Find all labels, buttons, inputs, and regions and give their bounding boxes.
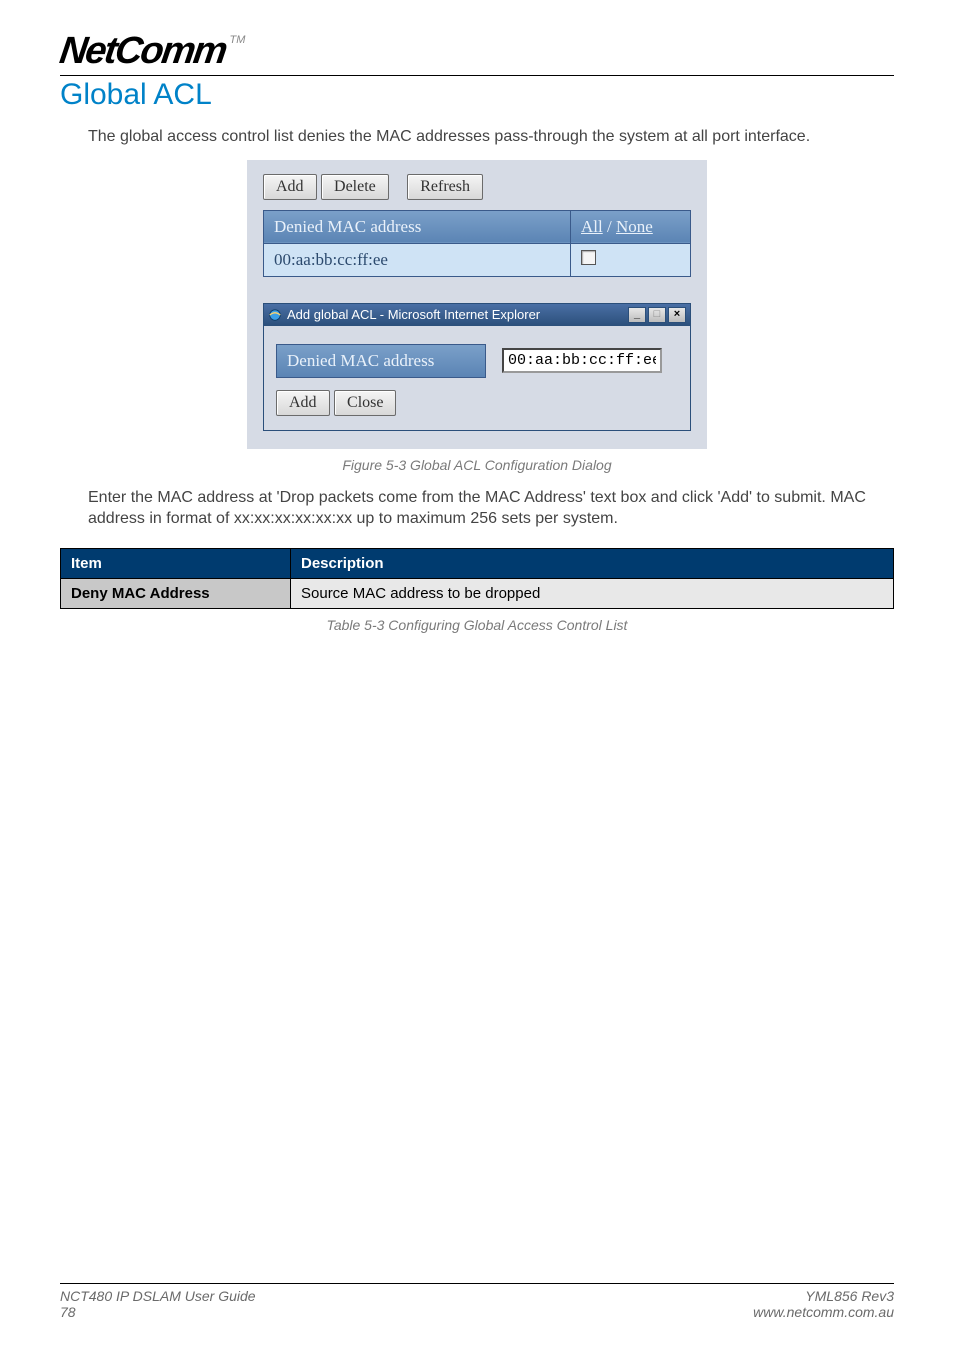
ie-icon bbox=[268, 308, 282, 322]
th-description: Description bbox=[291, 548, 894, 578]
figure-caption: Figure 5-3 Global ACL Configuration Dial… bbox=[60, 457, 894, 473]
link-none[interactable]: None bbox=[616, 217, 653, 236]
trademark: TM bbox=[229, 34, 245, 46]
row-checkbox[interactable] bbox=[581, 250, 596, 265]
refresh-button[interactable]: Refresh bbox=[407, 174, 483, 200]
post-text: Enter the MAC address at 'Drop packets c… bbox=[88, 487, 894, 530]
footer-guide-title: NCT480 IP DSLAM User Guide bbox=[60, 1288, 256, 1304]
footer-revision: YML856 Rev3 bbox=[753, 1288, 894, 1304]
dialog-title: Add global ACL - Microsoft Internet Expl… bbox=[287, 307, 540, 322]
dialog-add-button[interactable]: Add bbox=[276, 390, 330, 416]
brand-logo: NetComm bbox=[57, 30, 229, 73]
minimize-button[interactable]: _ bbox=[628, 307, 646, 323]
mac-input[interactable] bbox=[502, 348, 662, 373]
toolbar: Add Delete Refresh bbox=[263, 174, 691, 200]
dialog-label: Denied MAC address bbox=[276, 344, 486, 378]
acl-table: Denied MAC address All / None 00:aa:bb:c… bbox=[263, 210, 691, 277]
footer-page-number: 78 bbox=[60, 1304, 256, 1320]
table-caption: Table 5-3 Configuring Global Access Cont… bbox=[60, 617, 894, 633]
section-title: Global ACL bbox=[60, 78, 894, 112]
td-item: Deny MAC Address bbox=[61, 578, 291, 608]
th-all-none: All / None bbox=[571, 210, 691, 243]
th-denied-mac: Denied MAC address bbox=[264, 210, 571, 243]
delete-button[interactable]: Delete bbox=[321, 174, 389, 200]
mac-cell: 00:aa:bb:cc:ff:ee bbox=[264, 243, 571, 276]
link-all[interactable]: All bbox=[581, 217, 603, 236]
dialog-titlebar: Add global ACL - Microsoft Internet Expl… bbox=[264, 304, 690, 326]
page-footer: NCT480 IP DSLAM User Guide 78 YML856 Rev… bbox=[60, 1283, 894, 1320]
add-button[interactable]: Add bbox=[263, 174, 317, 200]
logo-row: NetComm TM bbox=[60, 30, 894, 76]
acl-figure: Add Delete Refresh Denied MAC address Al… bbox=[247, 160, 707, 449]
td-desc: Source MAC address to be dropped bbox=[291, 578, 894, 608]
description-table: Item Description Deny MAC Address Source… bbox=[60, 548, 894, 609]
close-x-button[interactable]: × bbox=[668, 307, 686, 323]
intro-text: The global access control list denies th… bbox=[88, 126, 894, 148]
maximize-button[interactable]: □ bbox=[648, 307, 666, 323]
th-item: Item bbox=[61, 548, 291, 578]
dialog-close-button[interactable]: Close bbox=[334, 390, 396, 416]
add-acl-dialog: Add global ACL - Microsoft Internet Expl… bbox=[263, 303, 691, 431]
checkbox-cell bbox=[571, 243, 691, 276]
footer-url: www.netcomm.com.au bbox=[753, 1304, 894, 1320]
